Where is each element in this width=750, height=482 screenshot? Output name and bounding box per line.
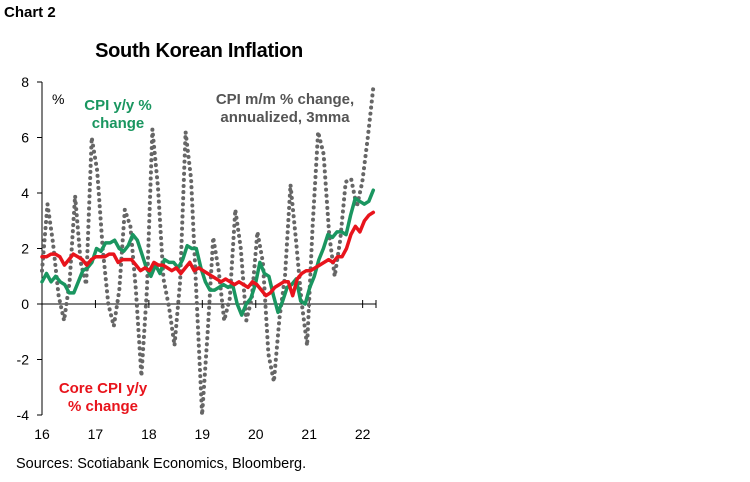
y-axis-unit: % (52, 91, 64, 107)
chart-title: South Korean Inflation (95, 40, 303, 62)
chart-label: Chart 2 (4, 4, 56, 21)
x-tick-label: 17 (88, 426, 104, 442)
cpi-yy-annotation-line: change (92, 115, 145, 132)
cpi-yy-line (40, 188, 376, 317)
x-tick-label: 18 (141, 426, 157, 442)
cpi-mm-annotation-line: CPI m/m % change, (216, 91, 354, 108)
y-tick-label: 4 (21, 185, 29, 201)
y-tick-label: 8 (21, 74, 29, 90)
y-tick-label: -4 (17, 407, 30, 423)
y-tick-label: 6 (21, 130, 29, 146)
y-tick-label: -2 (17, 352, 30, 368)
core-cpi-annotation-line: Core CPI y/y (59, 380, 148, 397)
x-tick-label: 21 (301, 426, 317, 442)
source-note: Sources: Scotiabank Economics, Bloomberg… (16, 456, 307, 472)
x-tick-label: 16 (34, 426, 50, 442)
x-tick-label: 19 (195, 426, 211, 442)
core-cpi-yy-line (40, 210, 376, 298)
y-tick-label: 2 (21, 241, 29, 257)
cpi-mm-annotation: CPI m/m % change, annualized, 3mma (216, 91, 354, 126)
cpi-yy-annotation: CPI y/y % change (84, 97, 152, 132)
labels-layer: CPI m/m % change, annualized, 3mma CPI y/y… (59, 91, 354, 415)
x-tick-label: 22 (355, 426, 371, 442)
cpi-yy-annotation-line: CPI y/y % (84, 97, 152, 114)
cpi-mm-annualized-line (40, 85, 376, 417)
cpi-mm-annotation-line: annualized, 3mma (220, 109, 350, 126)
y-tick-label: 0 (21, 296, 29, 312)
x-tick-label: 20 (248, 426, 264, 442)
core-cpi-annotation-line: % change (68, 398, 138, 415)
axes: -4 -2 0 2 4 6 8 16 17 18 19 20 21 22% (17, 74, 377, 442)
series-layer (40, 85, 376, 417)
core-cpi-annotation: Core CPI y/y% change (59, 380, 148, 415)
